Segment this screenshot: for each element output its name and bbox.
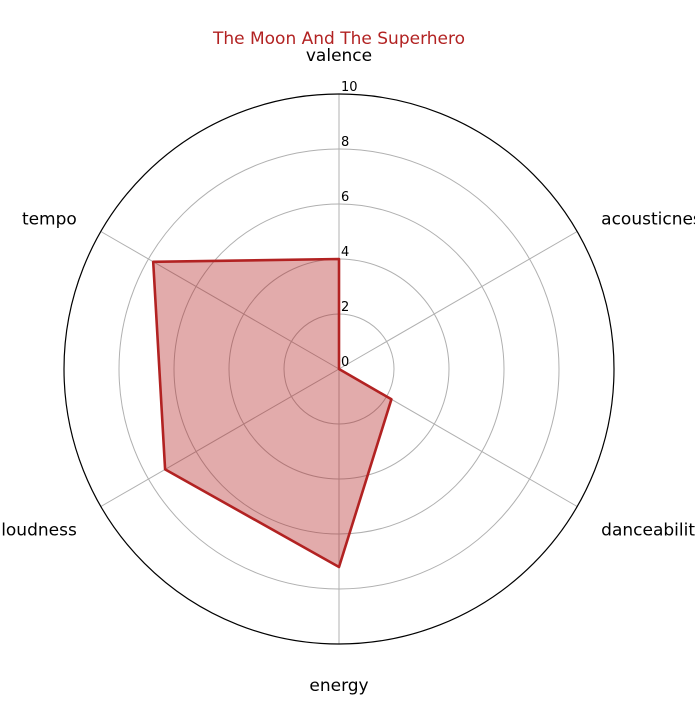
radar-data [151,257,393,569]
axis-label-danceability: danceability [601,521,695,541]
chart-title: The Moon And The Superhero [212,29,465,49]
spoke-line [338,231,578,370]
spoke-line [100,368,340,507]
r-tick-label: 6 [341,190,349,205]
radar-grid [63,93,615,645]
r-tick-label: 4 [341,245,349,260]
radar-labels: 0 2 4 6 8 10 valence acousticness danceability en… [1,46,695,696]
spoke-line [100,231,340,370]
series-area [153,259,392,567]
axis-label-energy: energy [309,676,368,696]
axis-label-valence: valence [306,46,372,66]
axis-label-tempo: tempo [22,210,77,230]
r-tick-label: 10 [341,80,358,95]
outer-frame [63,93,615,645]
r-tick-label: 0 [341,355,349,370]
axis-label-acousticness: acousticness [601,210,695,230]
r-tick-label: 2 [341,300,349,315]
r-tick-label: 8 [341,135,349,150]
axis-label-loudness: loudness [1,521,77,541]
